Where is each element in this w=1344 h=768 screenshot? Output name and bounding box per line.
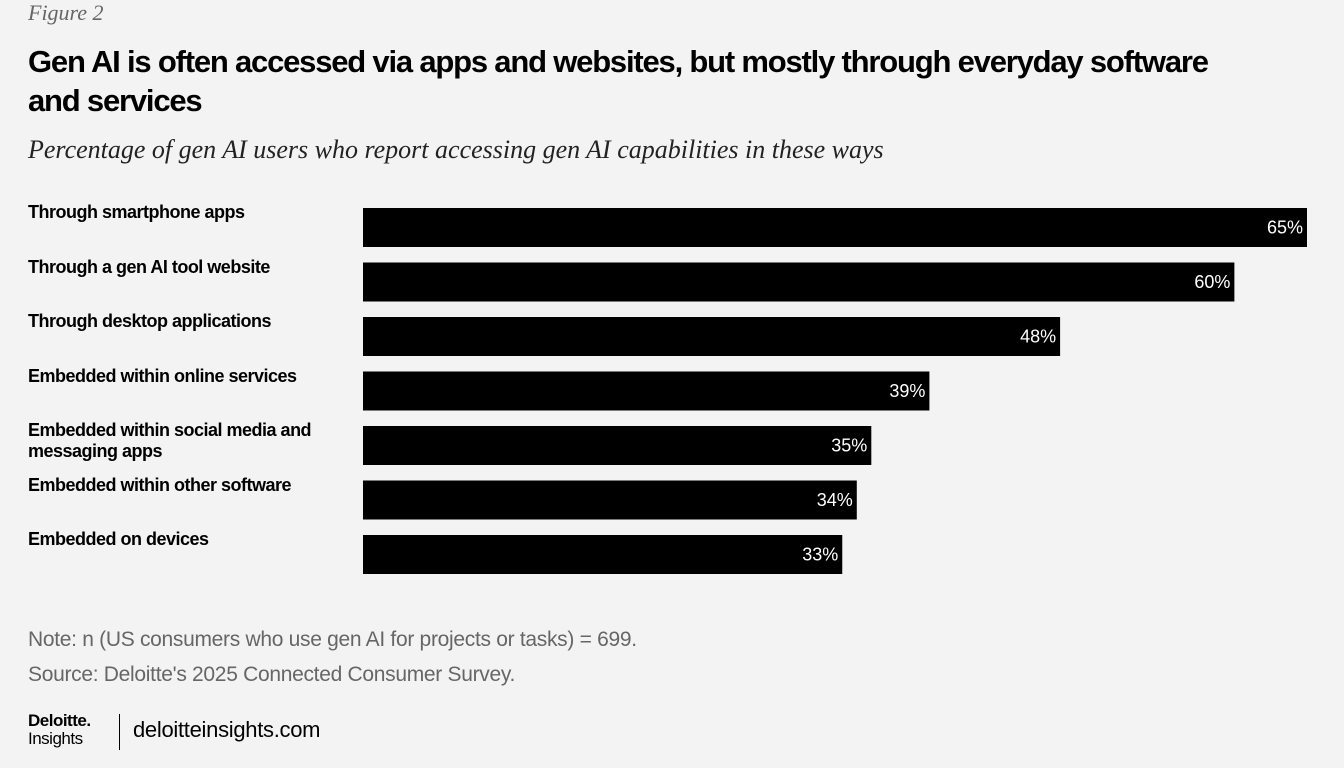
bar bbox=[363, 426, 872, 465]
bar bbox=[363, 535, 843, 574]
value-label: 34% bbox=[817, 490, 853, 510]
note: Note: n (US consumers who use gen AI for… bbox=[28, 628, 637, 651]
bar bbox=[363, 317, 1061, 356]
category-label: Embedded within other software bbox=[28, 474, 292, 495]
chart-subtitle: Percentage of gen AI users who report ac… bbox=[28, 135, 884, 164]
value-label: 60% bbox=[1194, 272, 1230, 292]
figure-label: Figure 2 bbox=[28, 0, 104, 25]
bar bbox=[363, 208, 1307, 247]
url: deloitteinsights.com bbox=[133, 717, 321, 742]
category-label: Embedded within social media and messagi… bbox=[28, 420, 312, 461]
category-label: Through desktop applications bbox=[28, 311, 272, 331]
value-label: 39% bbox=[889, 381, 925, 401]
bar bbox=[363, 262, 1235, 302]
bar bbox=[363, 371, 930, 411]
value-label: 65% bbox=[1267, 217, 1303, 237]
value-label: 35% bbox=[831, 435, 867, 455]
category-label: Through a gen AI tool website bbox=[28, 256, 270, 277]
source: Source: Deloitte's 2025 Connected Consum… bbox=[28, 663, 516, 686]
brand-sub: Insights bbox=[28, 729, 83, 748]
category-label: Embedded on devices bbox=[28, 529, 209, 549]
category-label: Through smartphone apps bbox=[28, 202, 245, 222]
chart-title: Gen AI is often accessed via apps and we… bbox=[28, 44, 1209, 118]
value-label: 48% bbox=[1020, 326, 1056, 346]
separator bbox=[119, 714, 120, 750]
value-label: 33% bbox=[802, 544, 838, 564]
brand: Deloitte. bbox=[28, 711, 91, 730]
bar bbox=[363, 480, 857, 520]
category-label: Embedded within online services bbox=[28, 365, 297, 386]
